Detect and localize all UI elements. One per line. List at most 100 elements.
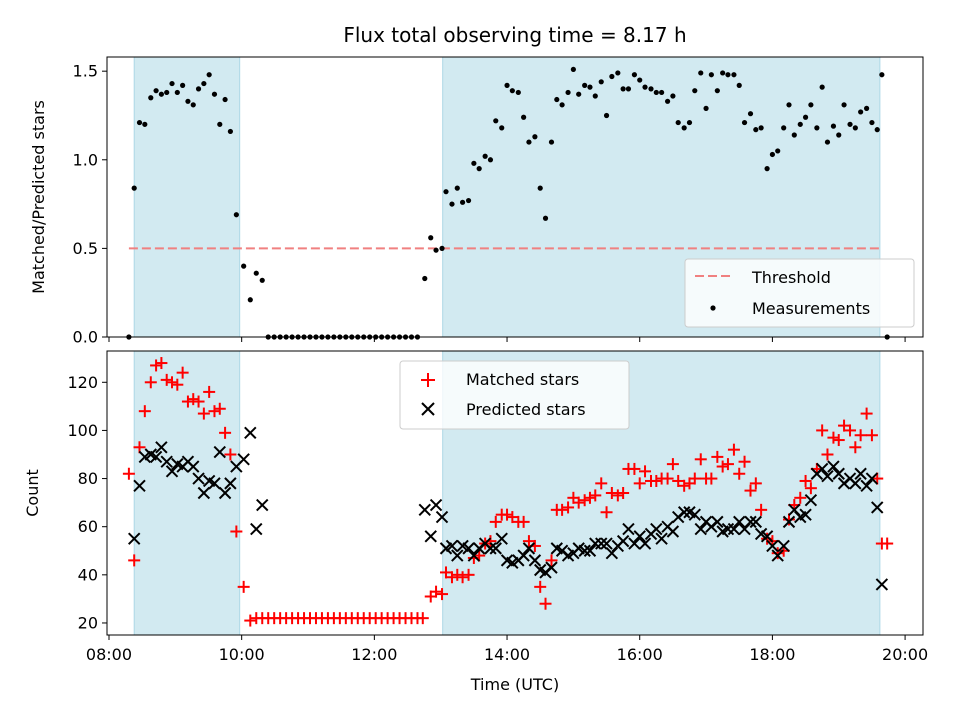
predicted-star-point	[650, 522, 663, 536]
measurement-point	[190, 102, 196, 108]
predicted-star-point	[860, 479, 873, 492]
measurement-point	[148, 95, 154, 101]
measurement-point	[874, 127, 880, 133]
measurement-point	[449, 201, 455, 207]
measurement-point	[548, 139, 555, 145]
measurement-point	[542, 215, 549, 221]
matched-star-point	[611, 489, 624, 502]
predicted-star-point	[208, 477, 221, 490]
x-tick-label: 18:00	[749, 645, 795, 664]
measurement-point	[781, 125, 787, 131]
predicted-star-point	[633, 530, 646, 543]
measurement-point	[582, 82, 588, 88]
measurement-point	[879, 72, 885, 78]
matched-star-point	[244, 614, 257, 627]
matched-star-point	[203, 385, 216, 398]
matched-star-point	[628, 462, 641, 475]
matched-star-point	[237, 580, 250, 593]
measurement-point	[576, 91, 582, 97]
count-panel: 20 40 60 80 100 120 08:00 10:00 12:00 14:00 16:00…	[23, 350, 928, 694]
matched-star-point	[799, 474, 812, 487]
measurement-point	[631, 72, 638, 78]
x-tick-label: 20:00	[882, 645, 928, 664]
matched-star-point	[155, 357, 168, 370]
matched-star-point	[166, 376, 179, 389]
predicted-star-point	[694, 522, 707, 536]
ratio-y-ticks: 0.0 0.5 1.0 1.5	[73, 62, 107, 347]
measurement-point	[819, 84, 825, 90]
matched-star-point	[749, 477, 762, 490]
measurement-point	[858, 109, 864, 115]
matched-star-point	[844, 424, 857, 437]
measurement-point	[670, 93, 676, 99]
matched-star-point	[122, 467, 135, 480]
matched-star-point	[832, 434, 845, 447]
predicted-star-point	[871, 501, 884, 514]
matched-star-point	[462, 568, 475, 581]
measurement-point	[791, 132, 797, 138]
matched-star-point	[578, 494, 591, 507]
matched-star-point	[445, 571, 458, 584]
matched-star-point	[572, 496, 585, 509]
predicted-star-point	[749, 515, 763, 529]
y-tick-label: 100	[67, 421, 98, 440]
matched-star-point	[456, 571, 469, 584]
predicted-star-point	[583, 544, 597, 557]
measurement-point	[521, 114, 527, 120]
measurement-point	[142, 121, 148, 127]
measurement-point	[526, 139, 532, 145]
matched-star-point	[181, 395, 194, 408]
measurement-point	[559, 102, 565, 108]
ratio-legend: Threshold Measurements	[684, 258, 915, 328]
matched-star-point	[534, 580, 547, 593]
predicted-star-point	[766, 539, 779, 553]
predicted-star-point	[197, 486, 211, 500]
predicted-star-point	[244, 426, 257, 440]
predicted-legend-label: Predicted stars	[466, 400, 586, 419]
count-y-ticks: 20 40 60 80 100 120	[67, 373, 107, 632]
matched-star-point	[583, 491, 596, 504]
predicted-star-point	[616, 534, 630, 548]
measurement-point	[259, 277, 265, 283]
measurement-point	[206, 72, 212, 78]
x-tick-label: 14:00	[484, 645, 530, 664]
measurement-point	[609, 73, 615, 80]
measurement-point	[681, 125, 687, 131]
predicted-star-point	[435, 510, 449, 524]
matched-star-point	[821, 448, 834, 461]
matched-star-point	[556, 503, 569, 516]
measurement-point	[764, 166, 770, 172]
measurement-point	[869, 119, 875, 126]
measurement-point	[714, 88, 720, 94]
predicted-star-point	[149, 450, 163, 464]
predicted-star-point	[165, 465, 179, 478]
measurement-point	[824, 139, 831, 145]
predicted-star-point	[133, 479, 146, 492]
matched-star-point	[617, 487, 630, 499]
predicted-star-point	[799, 508, 812, 521]
predicted-star-point	[160, 455, 173, 468]
measurement-point	[708, 72, 714, 78]
matched-star-point	[187, 393, 200, 406]
predicted-star-point	[760, 530, 774, 543]
matched-star-point	[827, 431, 840, 444]
measurement-point	[653, 89, 659, 96]
predicted-star-point	[595, 537, 608, 550]
matched-star-point	[738, 455, 751, 468]
measurement-point	[227, 128, 233, 135]
y-tick-label: 1.0	[73, 150, 98, 169]
matched-star-point	[562, 501, 575, 514]
predicted-star-point	[517, 549, 530, 562]
measurement-point	[465, 197, 472, 204]
measurement-point	[598, 79, 604, 85]
predicted-star-point	[127, 532, 141, 545]
y-tick-label: 20	[78, 613, 98, 632]
predicted-star-point	[424, 530, 437, 543]
matched-star-point	[816, 424, 829, 437]
measurement-point	[570, 66, 576, 73]
matched-star-point	[860, 407, 873, 420]
measurement-point	[554, 96, 560, 103]
matched-star-point	[605, 487, 618, 499]
measurement-point	[847, 121, 853, 127]
